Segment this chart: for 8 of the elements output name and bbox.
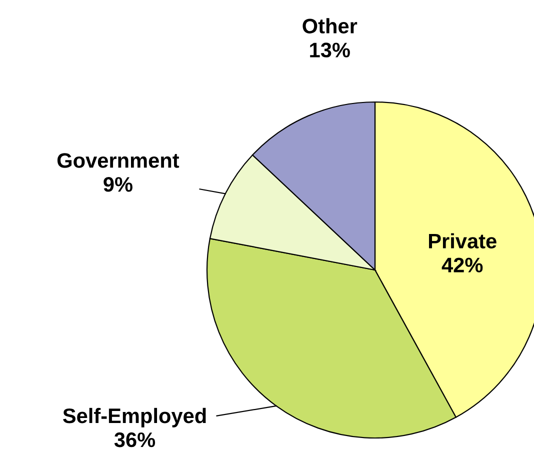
slice-label: Private	[429, 233, 496, 248]
data-label: 9%	[104, 177, 132, 192]
slice-label: Self-Employed	[63, 408, 206, 428]
data-label: 42%	[442, 258, 483, 272]
slice-label: Other	[302, 18, 358, 34]
data-label: 13%	[310, 42, 350, 58]
slice-label: Government	[57, 153, 180, 168]
data-label: 36%	[114, 432, 156, 448]
